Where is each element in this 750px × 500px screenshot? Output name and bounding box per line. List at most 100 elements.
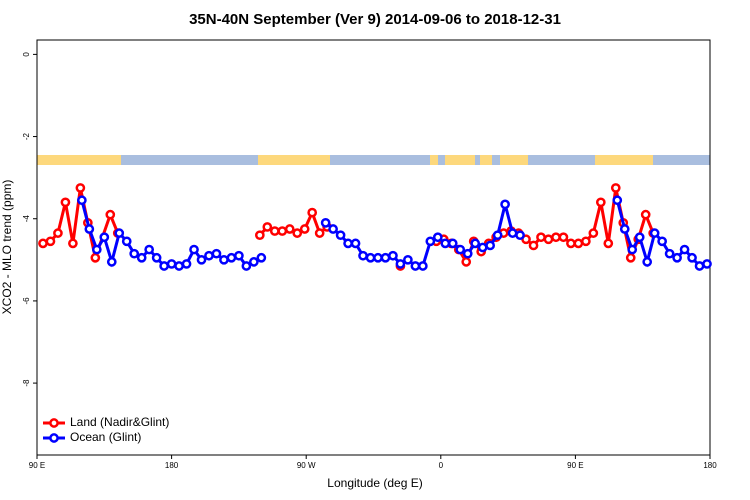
point (380, 252, 391, 263)
point (687, 252, 697, 263)
point (603, 238, 614, 249)
point (492, 230, 503, 241)
point (702, 259, 712, 269)
y-tick-label: -6 (22, 297, 31, 305)
point (566, 238, 576, 249)
point (254, 230, 265, 241)
point (211, 248, 222, 259)
point (53, 228, 63, 238)
point (159, 261, 169, 271)
point (403, 254, 413, 265)
point (234, 250, 244, 261)
point (558, 232, 569, 243)
point (343, 238, 353, 249)
point (440, 238, 451, 249)
point (91, 244, 102, 255)
point (299, 224, 310, 234)
point (75, 183, 86, 193)
point (455, 244, 466, 255)
y-tick-label: 0 (22, 52, 31, 57)
point (536, 232, 546, 243)
point (664, 248, 675, 259)
point (447, 238, 458, 249)
point (204, 250, 214, 261)
point (68, 238, 78, 249)
land-strip (480, 155, 492, 165)
point (106, 257, 117, 267)
legend-marker (49, 418, 59, 428)
point (105, 209, 116, 220)
point (528, 240, 539, 251)
point (144, 244, 155, 255)
point (625, 252, 636, 263)
x-axis-label: Longitude (deg E) (327, 476, 422, 490)
point (136, 252, 147, 263)
point (320, 217, 331, 228)
point (189, 244, 199, 255)
point (241, 261, 252, 271)
point (219, 254, 229, 265)
point (485, 240, 496, 251)
legend-marker (49, 433, 59, 443)
chart-title: 35N-40N September (Ver 9) 2014-09-06 to … (189, 11, 561, 28)
legend-label: Land (Nadir&Glint) (70, 415, 169, 429)
point (612, 195, 623, 206)
point (174, 261, 184, 271)
y-tick-label: -8 (22, 379, 31, 387)
point (84, 224, 95, 234)
land-ocean-strip (37, 155, 710, 165)
legend-label: Ocean (Glint) (70, 430, 141, 444)
point (588, 228, 599, 238)
y-tick-label: -2 (22, 132, 31, 140)
point (462, 248, 473, 259)
point (634, 232, 645, 243)
point (284, 224, 295, 234)
point (657, 236, 667, 247)
point (610, 183, 621, 193)
point (477, 242, 488, 253)
x-tick-label: 90 E (29, 461, 45, 470)
point (543, 234, 554, 245)
ocean-strip (37, 155, 710, 165)
point (350, 238, 361, 249)
point (581, 236, 591, 247)
point (373, 252, 383, 263)
x-tick-label: 180 (165, 461, 179, 470)
point (470, 238, 481, 249)
y-axis-label: XCO2 - MLO trend (ppm) (0, 180, 14, 315)
point (166, 259, 177, 269)
point (328, 224, 338, 234)
point (694, 261, 705, 271)
land-strip (445, 155, 475, 165)
point (672, 252, 682, 263)
land-strip (430, 155, 438, 165)
point (515, 230, 525, 241)
point (679, 244, 690, 255)
point (77, 195, 87, 206)
point (432, 232, 443, 243)
point (151, 252, 162, 263)
point (619, 224, 630, 234)
point (500, 199, 510, 210)
point (395, 259, 406, 269)
point (114, 228, 125, 238)
point (410, 261, 421, 271)
point (461, 257, 472, 267)
point (649, 228, 660, 238)
point (388, 250, 398, 261)
point (38, 238, 48, 249)
point (196, 254, 207, 265)
x-tick-label: 90 W (297, 461, 316, 470)
point (358, 250, 368, 261)
point (642, 257, 653, 267)
point (418, 261, 428, 271)
land-strip (500, 155, 528, 165)
x-tick-label: 90 E (567, 461, 583, 470)
point (226, 252, 237, 263)
point (269, 226, 280, 236)
point (307, 207, 318, 218)
x-tick-label: 180 (703, 461, 717, 470)
y-tick-label: -4 (22, 215, 31, 223)
point (256, 252, 267, 263)
